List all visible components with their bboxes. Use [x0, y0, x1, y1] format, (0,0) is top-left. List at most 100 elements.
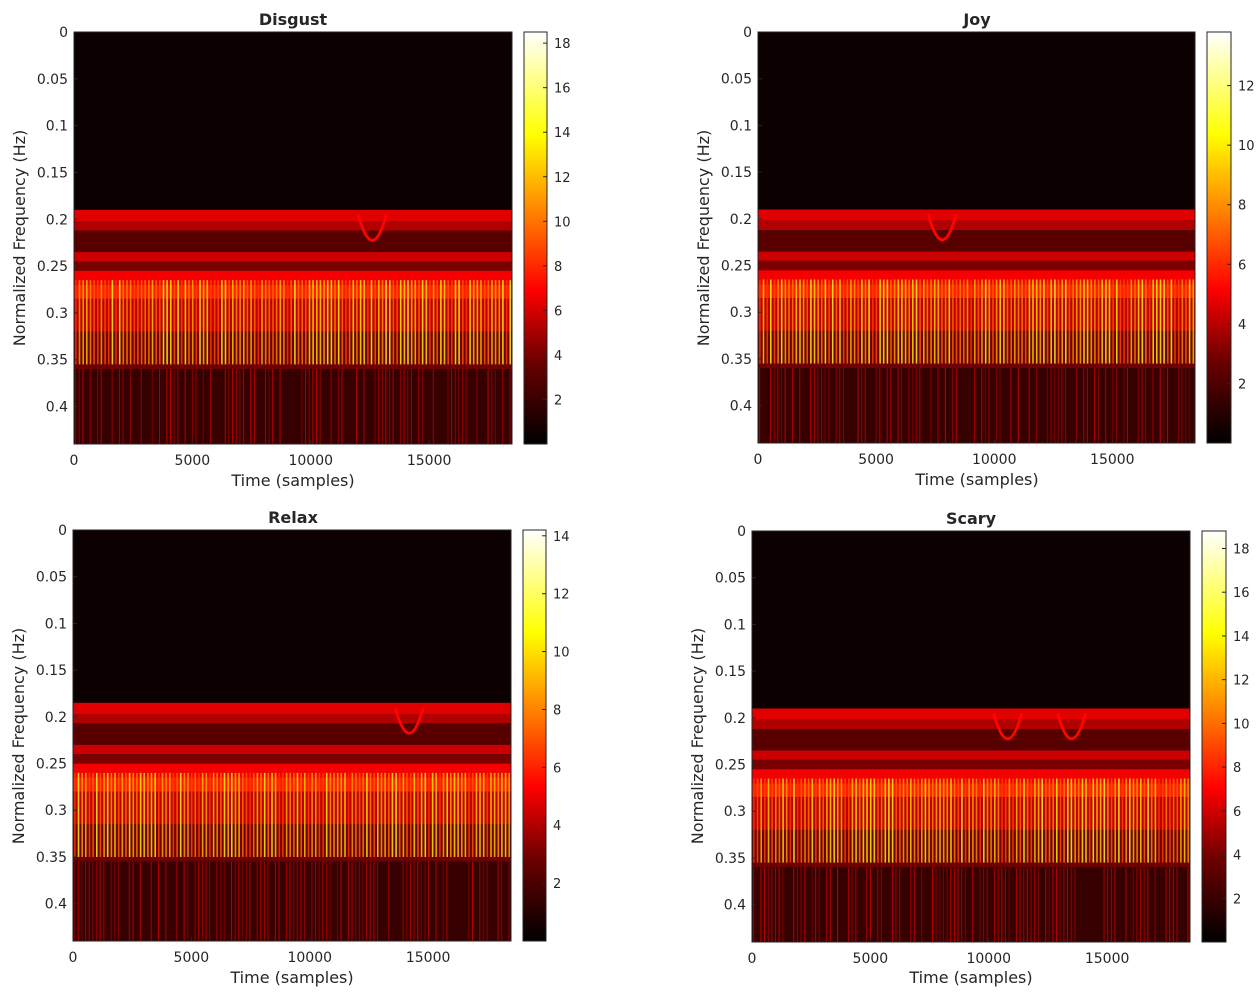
heatmap-striation	[919, 368, 921, 443]
heatmap-striation	[296, 861, 298, 941]
heatmap-striation	[1134, 279, 1136, 364]
heatmap-striation	[232, 280, 234, 365]
heatmap-striation	[282, 772, 284, 857]
heatmap-striation	[1077, 778, 1080, 863]
heatmap-striation	[1046, 368, 1048, 443]
colorbar-tick-label: 2	[554, 393, 562, 408]
heatmap-striation	[764, 778, 766, 863]
heatmap-striation	[910, 778, 912, 863]
heatmap-striation	[1183, 778, 1186, 863]
heatmap-striation	[169, 772, 171, 857]
y-tick-label: 0.15	[721, 165, 752, 181]
heatmap-striation	[924, 778, 927, 863]
heatmap-striation	[410, 280, 413, 365]
heatmap-striation	[336, 772, 339, 857]
colorbar-tick-label: 18	[554, 37, 571, 52]
heatmap-striation	[1147, 867, 1149, 942]
colorbar-tick-label: 6	[553, 761, 561, 776]
heatmap-striation	[891, 867, 893, 942]
heatmap-striation	[418, 369, 420, 444]
heatmap-striation	[469, 280, 471, 365]
heatmap-striation	[984, 368, 986, 443]
heatmap-striation	[784, 368, 786, 443]
heatmap-striation	[424, 861, 426, 941]
heatmap-striation	[821, 279, 823, 364]
heatmap-striation	[318, 861, 320, 941]
heatmap-striation	[100, 280, 103, 365]
heatmap-striation	[81, 772, 83, 857]
heatmap-striation	[1101, 279, 1103, 364]
heatmap-striation	[858, 778, 861, 863]
heatmap-striation	[1094, 279, 1096, 364]
heatmap-striation	[1107, 778, 1109, 863]
heatmap-striation	[435, 772, 437, 857]
heatmap-striation	[396, 280, 398, 365]
heatmap-striation	[264, 280, 267, 365]
chart-title: Joy	[962, 10, 991, 29]
colorbar-gradient	[1206, 31, 1232, 444]
heatmap-striation	[498, 280, 501, 365]
heatmap-striation	[984, 279, 987, 364]
heatmap-striation	[278, 772, 281, 857]
heatmap-striation	[223, 772, 226, 857]
heatmap-area	[74, 32, 512, 444]
heatmap-striation	[793, 778, 795, 863]
heatmap-striation	[158, 772, 160, 857]
heatmap-striation	[347, 861, 349, 941]
heatmap-striation	[111, 369, 113, 444]
heatmap-striation	[239, 369, 241, 444]
heatmap-striations	[74, 772, 510, 941]
heatmap-band	[758, 284, 1195, 299]
heatmap-striation	[1165, 867, 1167, 942]
y-tick-label: 0.15	[36, 663, 67, 679]
heatmap-band	[73, 702, 511, 715]
heatmap-striation	[1037, 778, 1040, 863]
heatmap-striation	[1015, 867, 1017, 942]
heatmap-band	[73, 723, 511, 745]
colorbar-tick-label: 16	[554, 82, 571, 97]
y-tick-label: 0.25	[721, 259, 752, 275]
heatmap-striation	[950, 778, 952, 863]
y-tick-label: 0.25	[36, 757, 67, 773]
heatmap-striation	[831, 279, 834, 364]
heatmap-striation	[1105, 368, 1107, 443]
heatmap-striation	[795, 279, 798, 364]
heatmap-striation	[421, 369, 423, 444]
heatmap-striation	[760, 867, 762, 942]
heatmap-band	[73, 763, 511, 778]
heatmap-striation	[1065, 368, 1067, 443]
heatmap-striation	[817, 279, 819, 364]
heatmap-striation	[151, 280, 154, 365]
heatmap-striation	[325, 861, 327, 941]
heatmap-striation	[884, 778, 887, 863]
heatmap-striation	[1043, 279, 1045, 364]
heatmap-striation	[853, 279, 856, 364]
heatmap-striation	[366, 861, 368, 941]
colorbar-tick-label: 6	[1233, 805, 1241, 820]
heatmap-striation	[476, 280, 479, 365]
heatmap-striation	[505, 280, 508, 365]
heatmap-area	[73, 530, 511, 941]
heatmap-striation	[494, 369, 496, 444]
heatmap-striation	[1187, 778, 1189, 863]
heatmap-striation	[1141, 368, 1143, 443]
heatmap-striation	[389, 369, 391, 444]
heatmap-striation	[238, 772, 240, 857]
heatmap-striation	[170, 369, 172, 444]
x-tick-label: 10000	[972, 452, 1017, 468]
plot-frame	[751, 530, 1191, 943]
heatmap-striation	[957, 867, 959, 942]
heatmap-striation	[106, 772, 109, 857]
heatmap-striation	[285, 861, 287, 941]
heatmap-striation	[479, 861, 481, 941]
heatmap-striation	[227, 772, 229, 857]
heatmap-striation	[274, 772, 277, 857]
heatmap-striation	[913, 778, 916, 863]
heatmap-striation	[374, 280, 376, 365]
heatmap-striation	[1072, 279, 1074, 364]
heatmap-striation	[385, 280, 387, 365]
heatmap-striation	[232, 369, 234, 444]
heatmap-striation	[1075, 368, 1077, 443]
heatmap-striation	[1145, 368, 1147, 443]
heatmap-striation	[1137, 368, 1139, 443]
